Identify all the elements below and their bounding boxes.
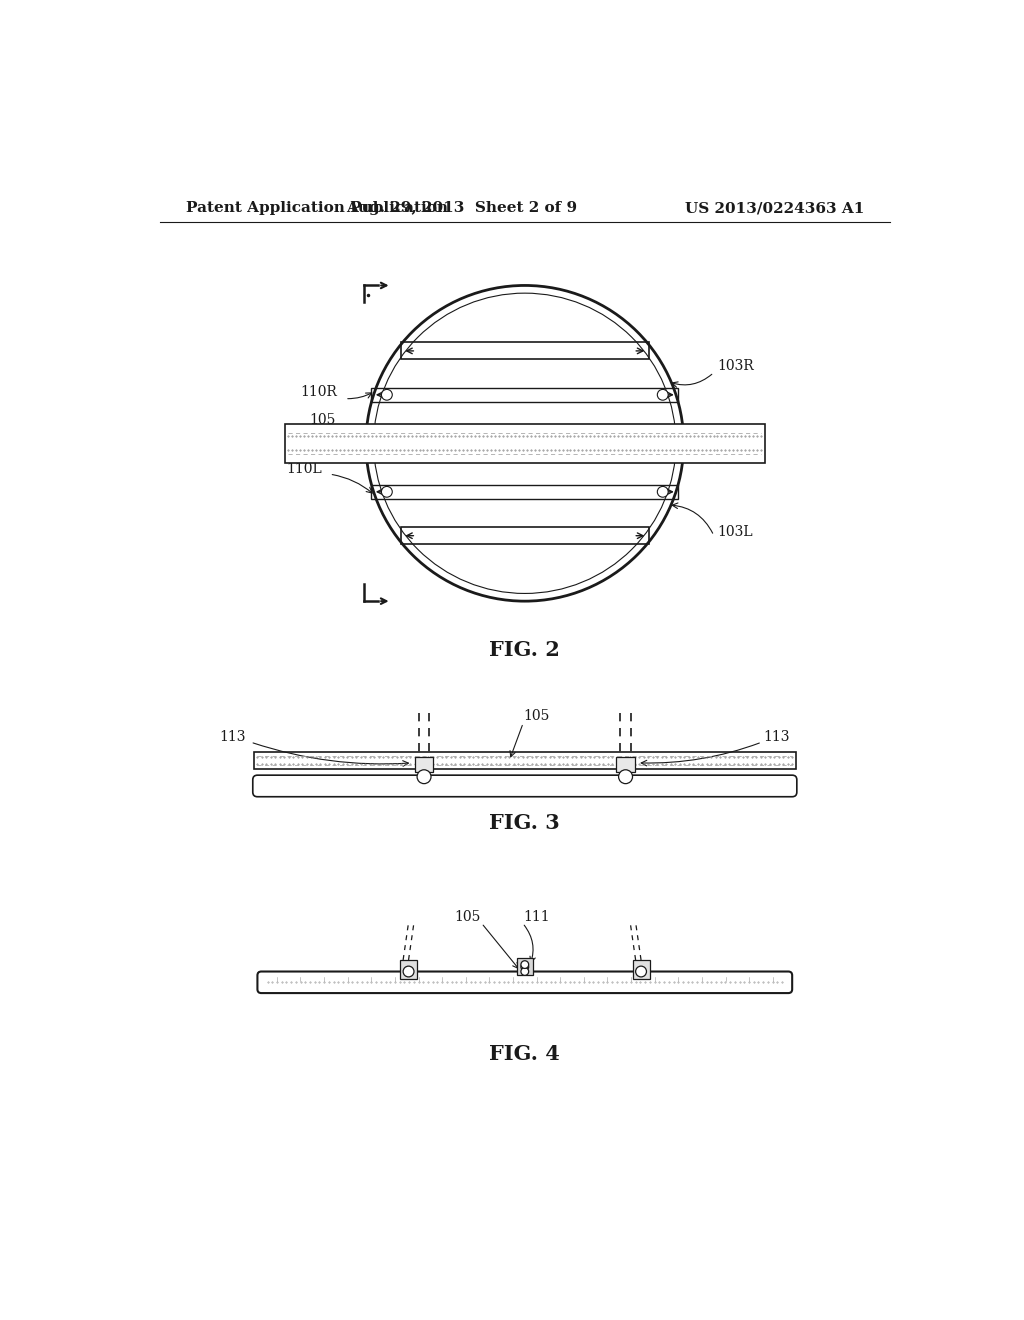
Text: 110R: 110R <box>300 384 337 399</box>
Circle shape <box>618 770 633 784</box>
Text: FIG. 4: FIG. 4 <box>489 1044 560 1064</box>
Circle shape <box>521 968 528 975</box>
Text: 103L: 103L <box>717 525 753 539</box>
Bar <box>400 960 417 979</box>
Text: US 2013/0224363 A1: US 2013/0224363 A1 <box>685 202 864 215</box>
Circle shape <box>636 966 646 977</box>
Circle shape <box>521 964 528 970</box>
Circle shape <box>381 487 392 498</box>
Bar <box>415 756 433 772</box>
Text: 103R: 103R <box>717 359 754 374</box>
Circle shape <box>657 389 669 400</box>
Bar <box>616 756 635 772</box>
Text: Aug. 29, 2013  Sheet 2 of 9: Aug. 29, 2013 Sheet 2 of 9 <box>346 202 577 215</box>
FancyBboxPatch shape <box>253 775 797 797</box>
Circle shape <box>403 966 414 977</box>
Text: 111: 111 <box>303 436 330 450</box>
FancyBboxPatch shape <box>257 972 793 993</box>
Bar <box>517 958 532 975</box>
Text: 105: 105 <box>523 710 550 723</box>
Text: FIG. 2: FIG. 2 <box>489 640 560 660</box>
Text: 113: 113 <box>764 730 790 743</box>
Bar <box>254 752 796 770</box>
Text: 105: 105 <box>309 413 336 428</box>
Text: 110L: 110L <box>286 462 322 475</box>
Text: 113: 113 <box>219 730 246 743</box>
Bar <box>285 424 765 462</box>
Bar <box>372 388 678 401</box>
Text: 111: 111 <box>523 909 550 924</box>
Bar <box>633 960 649 979</box>
Text: Patent Application Publication: Patent Application Publication <box>186 202 449 215</box>
Text: FIG. 3: FIG. 3 <box>489 813 560 833</box>
Circle shape <box>417 770 431 784</box>
Bar <box>400 527 649 544</box>
Bar <box>372 484 678 499</box>
Bar <box>400 342 649 359</box>
Circle shape <box>657 487 669 498</box>
Text: 105: 105 <box>455 909 480 924</box>
Circle shape <box>521 961 528 969</box>
Circle shape <box>381 389 392 400</box>
